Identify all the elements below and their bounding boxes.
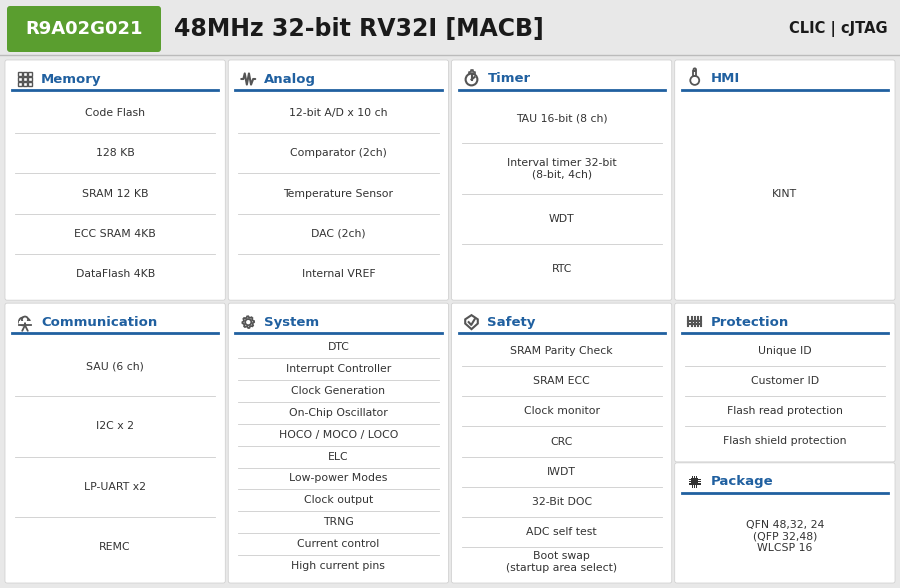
Text: ELC: ELC [328,452,348,462]
Circle shape [19,318,27,325]
Text: Safety: Safety [488,316,536,329]
Circle shape [24,319,30,324]
Text: Clock Generation: Clock Generation [292,386,385,396]
Circle shape [22,316,28,323]
Bar [688,479,691,480]
Bar [691,479,698,485]
Bar [28,72,32,76]
Text: QFN 48,32, 24
(QFP 32,48)
WLCSP 16: QFN 48,32, 24 (QFP 32,48) WLCSP 16 [746,520,824,553]
FancyBboxPatch shape [5,60,225,300]
Text: HOCO / MOCO / LOCO: HOCO / MOCO / LOCO [279,430,398,440]
Text: Unique ID: Unique ID [758,346,812,356]
Text: System: System [265,316,319,329]
FancyBboxPatch shape [229,60,448,300]
Text: DTC: DTC [328,342,349,352]
Text: Flash shield protection: Flash shield protection [723,436,847,446]
Text: Customer ID: Customer ID [751,376,819,386]
Text: Temperature Sensor: Temperature Sensor [284,189,393,199]
Text: Current control: Current control [297,539,380,549]
Bar [694,71,696,76]
Bar [688,483,691,485]
Text: Communication: Communication [41,316,158,329]
Text: Protection: Protection [711,316,789,329]
Bar [698,479,701,480]
Bar [23,72,27,76]
Text: CRC: CRC [551,436,572,446]
Text: Boot swap
(startup area select): Boot swap (startup area select) [506,551,617,573]
Bar [694,476,696,479]
Text: TRNG: TRNG [323,517,354,527]
Bar [28,82,32,86]
Bar [692,485,693,488]
Bar [28,77,32,81]
Text: Package: Package [711,475,773,489]
Text: RTC: RTC [552,264,572,274]
Text: Timer: Timer [488,72,531,85]
Text: Low-power Modes: Low-power Modes [289,473,388,483]
Bar [23,82,27,86]
Bar [694,318,696,319]
FancyBboxPatch shape [452,60,671,300]
FancyBboxPatch shape [675,60,895,300]
Text: REMC: REMC [99,542,130,552]
Bar [697,476,698,479]
FancyBboxPatch shape [229,303,448,583]
Text: High current pins: High current pins [292,561,385,571]
Text: SRAM ECC: SRAM ECC [533,376,590,386]
Text: Analog: Analog [265,72,316,85]
Text: ECC SRAM 4KB: ECC SRAM 4KB [74,229,156,239]
Text: DataFlash 4KB: DataFlash 4KB [76,269,155,279]
Bar [691,318,692,319]
Bar [697,485,698,488]
Text: I2C x 2: I2C x 2 [96,422,134,432]
Text: SRAM 12 KB: SRAM 12 KB [82,189,148,199]
Bar [23,77,27,81]
Text: Flash read protection: Flash read protection [727,406,842,416]
Text: HMI: HMI [711,72,740,85]
Text: CLIC | cJTAG: CLIC | cJTAG [789,21,888,37]
Text: Code Flash: Code Flash [86,108,145,118]
Text: LP-UART x2: LP-UART x2 [84,482,146,492]
Text: 12-bit A/D x 10 ch: 12-bit A/D x 10 ch [289,108,388,118]
Bar [700,318,702,319]
Text: IWDT: IWDT [547,467,576,477]
Text: Clock monitor: Clock monitor [524,406,599,416]
Text: Interval timer 32-bit
(8-bit, 4ch): Interval timer 32-bit (8-bit, 4ch) [507,158,616,179]
Text: DAC (2ch): DAC (2ch) [311,229,365,239]
Text: R9A02G021: R9A02G021 [25,20,143,38]
Text: Internal VREF: Internal VREF [302,269,375,279]
Text: Interrupt Controller: Interrupt Controller [286,364,391,374]
Text: 32-Bit DOC: 32-Bit DOC [532,497,591,507]
Text: On-Chip Oscillator: On-Chip Oscillator [289,408,388,418]
Text: ADC self test: ADC self test [526,527,597,537]
Text: Memory: Memory [41,72,102,85]
Bar [18,72,22,76]
Text: Comparator (2ch): Comparator (2ch) [290,148,387,158]
Circle shape [245,319,251,325]
FancyBboxPatch shape [452,303,671,583]
FancyBboxPatch shape [675,303,895,462]
Text: SRAM Parity Check: SRAM Parity Check [510,346,613,356]
Bar [19,321,31,325]
Text: TAU 16-bit (8 ch): TAU 16-bit (8 ch) [516,113,608,123]
Text: WDT: WDT [549,213,574,223]
Text: Clock output: Clock output [304,495,373,505]
Text: KINT: KINT [772,189,797,199]
Bar [698,483,701,485]
FancyBboxPatch shape [5,303,225,583]
Text: 48MHz 32-bit RV32I [MACB]: 48MHz 32-bit RV32I [MACB] [174,17,544,41]
FancyBboxPatch shape [675,463,895,583]
FancyBboxPatch shape [7,6,161,52]
Bar [688,318,689,319]
Text: SAU (6 ch): SAU (6 ch) [86,361,144,371]
Text: 128 KB: 128 KB [95,148,134,158]
Bar [18,82,22,86]
Bar [692,476,693,479]
Bar [18,77,22,81]
Bar [694,485,696,488]
